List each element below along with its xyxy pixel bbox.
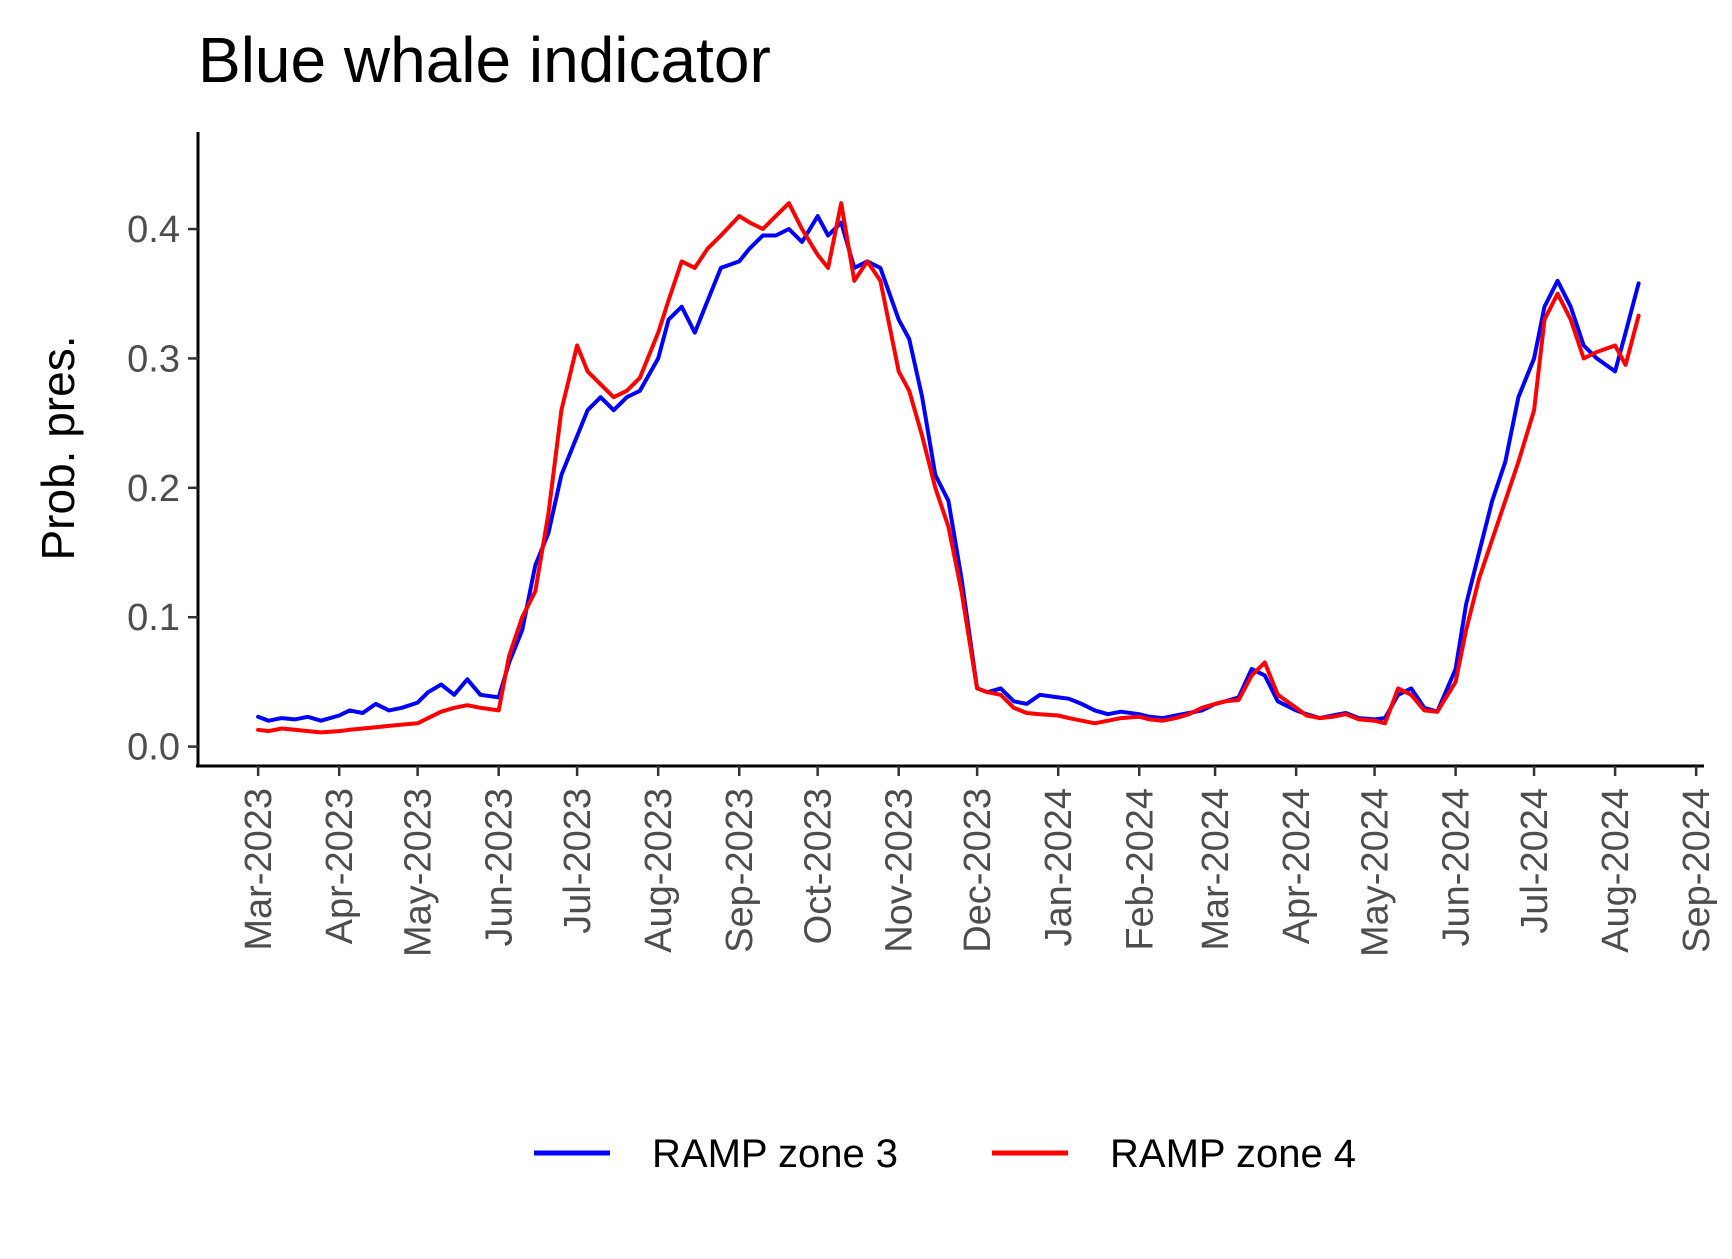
y-tick-label: 0.4 [127, 209, 180, 251]
x-tick-label: Apr-2023 [319, 788, 361, 944]
x-tick-label: May-2023 [398, 788, 440, 957]
x-axis-ticks: Mar-2023 Apr-2023 May-2023 Jun-2023 Jul-2023… [238, 766, 1718, 957]
series-layer [256, 201, 1641, 735]
x-tick-label: Mar-2024 [1195, 788, 1237, 951]
x-tick-label: Sep-2023 [719, 788, 761, 953]
x-tick-label: Jan-2024 [1038, 788, 1080, 946]
x-tick-label: Jul-2024 [1514, 788, 1556, 934]
y-tick-label: 0.0 [127, 727, 180, 769]
x-tick-label: Aug-2023 [638, 788, 680, 953]
x-tick-label: Apr-2024 [1276, 788, 1318, 944]
legend-label-zone4: RAMP zone 4 [1110, 1132, 1356, 1176]
x-tick-label: Dec-2023 [957, 788, 999, 953]
x-tick-label: Aug-2024 [1595, 788, 1637, 953]
x-tick-label: Jul-2023 [557, 788, 599, 934]
x-tick-label: Oct-2023 [798, 788, 840, 944]
x-tick-label: Mar-2023 [238, 788, 280, 951]
y-axis-title: Prob. pres. [32, 336, 84, 561]
x-tick-label: Jun-2024 [1436, 788, 1478, 946]
y-axis-ticks: 0.0 0.1 0.2 0.3 0.4 [127, 209, 198, 769]
legend: RAMP zone 3 RAMP zone 4 [534, 1132, 1356, 1176]
y-tick-label: 0.1 [127, 597, 180, 639]
x-tick-label: May-2024 [1355, 788, 1397, 957]
x-tick-label: Jun-2023 [479, 788, 521, 946]
x-tick-label: Sep-2024 [1676, 788, 1718, 953]
x-tick-label: Nov-2023 [879, 788, 921, 953]
chart-title: Blue whale indicator [198, 24, 771, 96]
series-line-2 [256, 201, 1641, 735]
series-line-1 [256, 214, 1641, 723]
legend-label-zone3: RAMP zone 3 [652, 1132, 898, 1176]
x-tick-label: Feb-2024 [1119, 788, 1161, 951]
y-tick-label: 0.3 [127, 338, 180, 380]
y-tick-label: 0.2 [127, 468, 180, 510]
